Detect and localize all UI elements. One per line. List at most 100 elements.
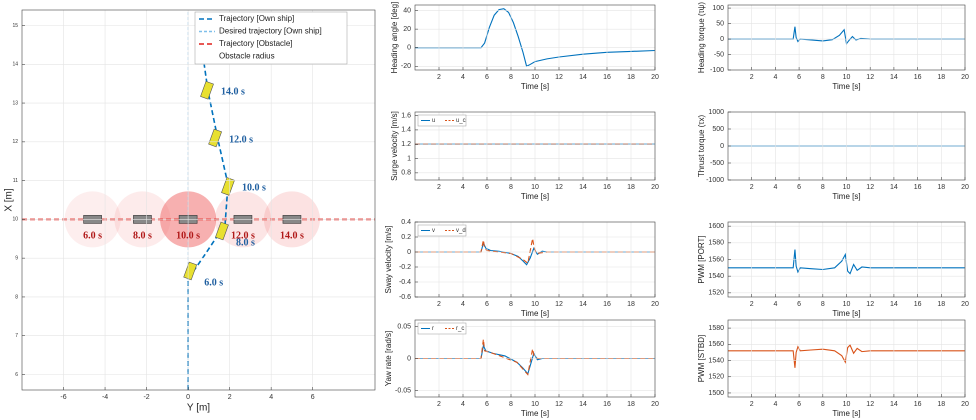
x-tick-label: 16 [914,301,922,308]
series-line [728,249,965,275]
x-tick-label: 20 [651,401,659,408]
obstacle-time-label: 14.0 s [280,231,304,242]
y-tick-label: 1600 [708,223,724,230]
x-tick-label: 16 [603,184,611,191]
x-tick-label: 4 [773,401,777,408]
x-tick-label: 8 [509,301,513,308]
x-tick-label: 4 [461,301,465,308]
own-ship [200,80,214,100]
axes-frame [414,111,656,181]
own-ship [208,128,222,148]
y-axis-label: Yaw rate [rad/s] [384,331,393,386]
y-axis-label: Heading torque (τψ) [697,2,706,73]
legend-label: v_d [456,228,466,234]
x-tick-label: 18 [937,74,945,81]
axes-frame [414,319,656,398]
x-tick-label: 4 [269,394,273,401]
y-tick-label: 0.8 [401,170,411,177]
y-tick-label: 1.4 [401,127,411,134]
x-tick-label: 12 [555,401,563,408]
x-tick-label: 2 [750,184,754,191]
y-tick-label: 6 [15,372,18,378]
own-ship-time-label: 14.0 s [221,87,245,98]
y-tick-label: 100 [712,5,724,12]
legend-label: r_c [456,326,464,332]
legend-box [194,11,348,65]
series-line [415,8,655,68]
y-tick-label: 0.2 [401,234,411,241]
plot-content [415,8,655,68]
x-tick-label: 12 [866,184,874,191]
own-ship-time-label: 6.0 s [204,277,223,288]
y-tick-label: 1580 [708,240,724,247]
y-tick-label: 1520 [708,374,724,381]
y-tick-label: 1580 [708,325,724,332]
x-tick-label: 20 [651,184,659,191]
x-axis-label: Time [s] [832,82,860,91]
y-axis-label: Sway velocity [m/s] [384,225,393,293]
legend-label: u [432,118,435,124]
x-axis-label: Time [s] [521,409,549,418]
x-tick-label: 8 [509,184,513,191]
x-tick-label: 8 [509,401,513,408]
x-tick-label: -6 [60,394,66,401]
x-tick-label: 2 [437,184,441,191]
y-tick-label: -0.4 [399,279,411,286]
series-line [728,26,965,46]
plot-content [415,238,655,266]
obstacle-time-label: 6.0 s [83,231,102,242]
x-tick-label: 16 [914,74,922,81]
x-tick-label: -4 [102,394,108,401]
y-tick-label: 0 [720,143,724,150]
y-tick-label: 0 [407,45,411,52]
x-tick-label: 10 [531,184,539,191]
axes-frame [414,221,656,298]
x-tick-label: 2 [437,401,441,408]
legend-box [417,322,467,335]
y-tick-label: -0.05 [395,387,411,394]
y-axis-label: PWM [PORT] [697,235,706,283]
x-axis-label: Time [s] [832,192,860,201]
x-tick-label: 4 [773,301,777,308]
y-axis-label: Surge velocity [m/s] [390,111,399,181]
y-tick-label: 1560 [708,341,724,348]
plot-content [728,344,965,368]
y-tick-label: 9 [15,255,18,261]
x-tick-label: 10 [531,74,539,81]
x-tick-label: 16 [603,74,611,81]
x-tick-label: 4 [461,74,465,81]
x-tick-label: 4 [773,74,777,81]
x-tick-label: 12 [555,301,563,308]
x-tick-label: 12 [555,184,563,191]
y-tick-label: 1540 [708,357,724,364]
legend-label: r [432,326,434,332]
x-tick-label: 12 [866,401,874,408]
own-ship [183,261,198,281]
x-tick-label: 18 [627,74,635,81]
y-tick-label: 1000 [708,109,724,116]
x-tick-label: 20 [651,301,659,308]
x-tick-label: 8 [821,184,825,191]
x-tick-label: 6 [485,184,489,191]
y-tick-label: -0.2 [399,264,411,271]
x-tick-label: 2 [228,394,232,401]
plot-content [728,26,965,46]
x-tick-label: 8 [821,401,825,408]
x-axis-label: Time [s] [521,309,549,318]
x-tick-label: 6 [797,184,801,191]
y-axis-label: Thrust torque (τx) [697,115,706,178]
legend-box [417,224,467,237]
y-tick-label: 0 [407,249,411,256]
x-tick-label: 18 [627,401,635,408]
x-tick-label: 18 [627,301,635,308]
y-tick-label: -100 [710,67,724,74]
x-tick-label: 14 [579,184,587,191]
y-tick-label: 1.6 [401,112,411,119]
x-tick-label: 18 [937,184,945,191]
x-tick-label: 20 [961,401,969,408]
series-line [415,339,655,376]
y-tick-label: 11 [13,178,18,184]
x-tick-label: 20 [961,301,969,308]
y-axis-label: PWM [STBD] [697,335,706,383]
x-tick-label: 12 [555,74,563,81]
